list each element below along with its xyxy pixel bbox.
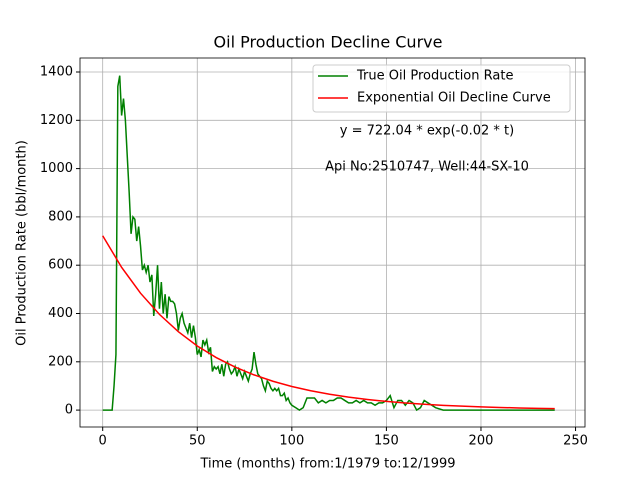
y-tick-label: 400 — [48, 306, 73, 321]
x-tick-label: 0 — [99, 434, 107, 449]
y-tick-label: 200 — [48, 354, 73, 369]
y-tick-label: 600 — [48, 258, 73, 273]
y-tick-label: 800 — [48, 209, 73, 224]
x-tick-label: 250 — [563, 434, 588, 449]
annotation: Api No:2510747, Well:44-SX-10 — [325, 160, 529, 175]
y-tick-label: 1400 — [40, 65, 73, 80]
plot-frame — [79, 57, 586, 428]
y-axis-label: Oil Production Rate (bbl/month) — [15, 140, 30, 346]
x-tick-label: 200 — [469, 434, 494, 449]
x-tick-label: 150 — [374, 434, 399, 449]
y-tick-label: 1000 — [40, 161, 73, 176]
legend-box — [312, 64, 571, 113]
data-line — [102, 235, 555, 410]
legend-label: Exponential Oil Decline Curve — [357, 91, 551, 106]
annotation: y = 722.04 * exp(-0.02 * t) — [340, 124, 514, 139]
y-tick-label: 1200 — [40, 113, 73, 128]
y-tick-label: 0 — [65, 403, 73, 418]
x-tick-label: 100 — [279, 434, 304, 449]
legend-label: True Oil Production Rate — [356, 69, 513, 84]
x-axis-label: Time (months) from:1/1979 to:12/1999 — [199, 457, 455, 472]
x-tick-label: 50 — [189, 434, 206, 449]
chart-title: Oil Production Decline Curve — [214, 33, 443, 52]
